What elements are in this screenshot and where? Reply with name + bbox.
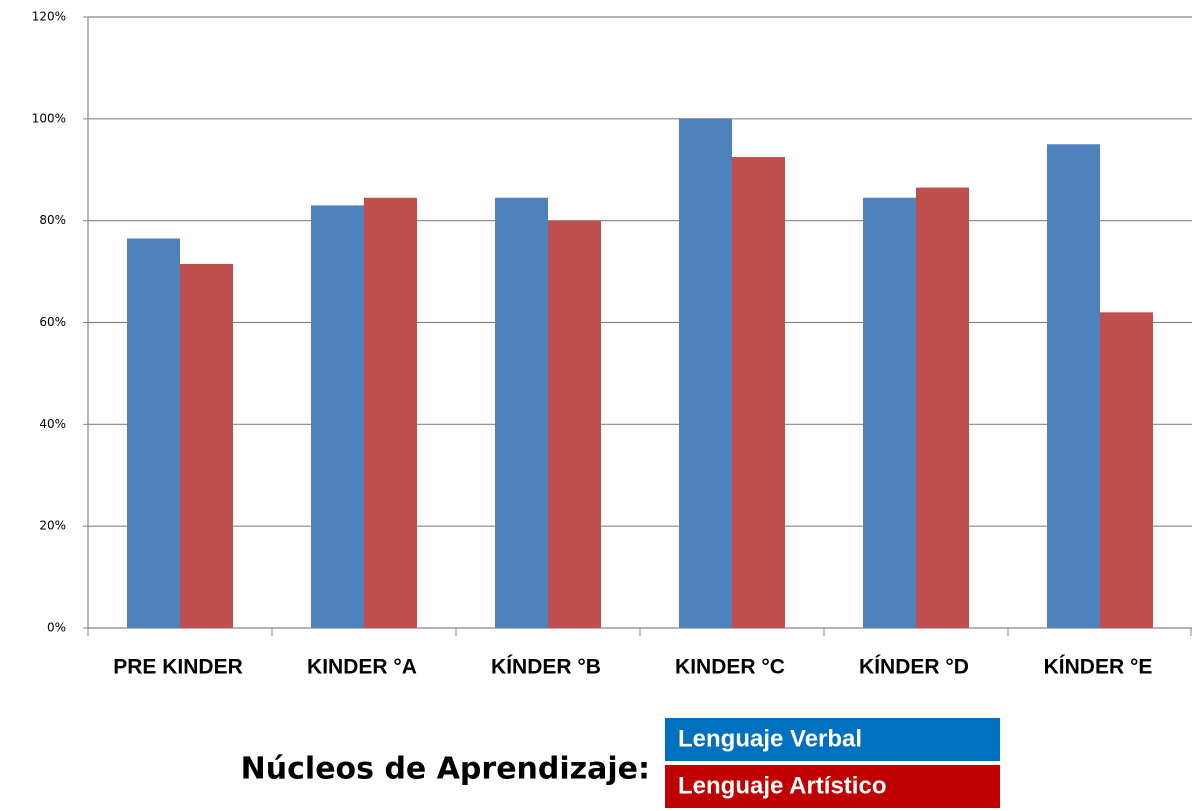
- legend-swatch: [665, 765, 1000, 808]
- y-tick-label: 100%: [32, 111, 66, 125]
- bar: [863, 197, 916, 629]
- bar: [548, 220, 601, 628]
- y-tick-label: 120%: [32, 10, 66, 24]
- legend-label: Lenguaje Verbal: [678, 725, 862, 752]
- bar: [311, 205, 364, 628]
- bar: [180, 263, 233, 628]
- bar: [732, 157, 785, 629]
- x-tick-label: KÍNDER °B: [491, 656, 601, 679]
- y-tick-label: 80%: [39, 213, 66, 227]
- x-tick-label: KÍNDER °D: [859, 656, 969, 679]
- bar: [495, 197, 548, 629]
- bar: [127, 238, 180, 629]
- bar: [364, 197, 417, 629]
- y-tick-label: 40%: [39, 417, 66, 431]
- legend-swatch: [665, 718, 1000, 761]
- y-tick-label: 20%: [39, 519, 66, 533]
- y-tick-label: 0%: [47, 621, 66, 635]
- x-tick-label: KINDER °C: [675, 656, 785, 679]
- bar: [679, 118, 732, 628]
- bar: [916, 187, 969, 628]
- legend-label: Lenguaje Artístico: [678, 772, 886, 799]
- x-tick-label: KINDER °A: [307, 656, 417, 679]
- legend-title: Núcleos de Aprendizaje:: [241, 752, 650, 787]
- bar: [1100, 312, 1153, 628]
- x-tick-label: KÍNDER °E: [1044, 656, 1153, 679]
- y-tick-label: 60%: [39, 315, 66, 329]
- x-tick-label: PRE KINDER: [113, 656, 243, 679]
- bar: [1047, 144, 1100, 628]
